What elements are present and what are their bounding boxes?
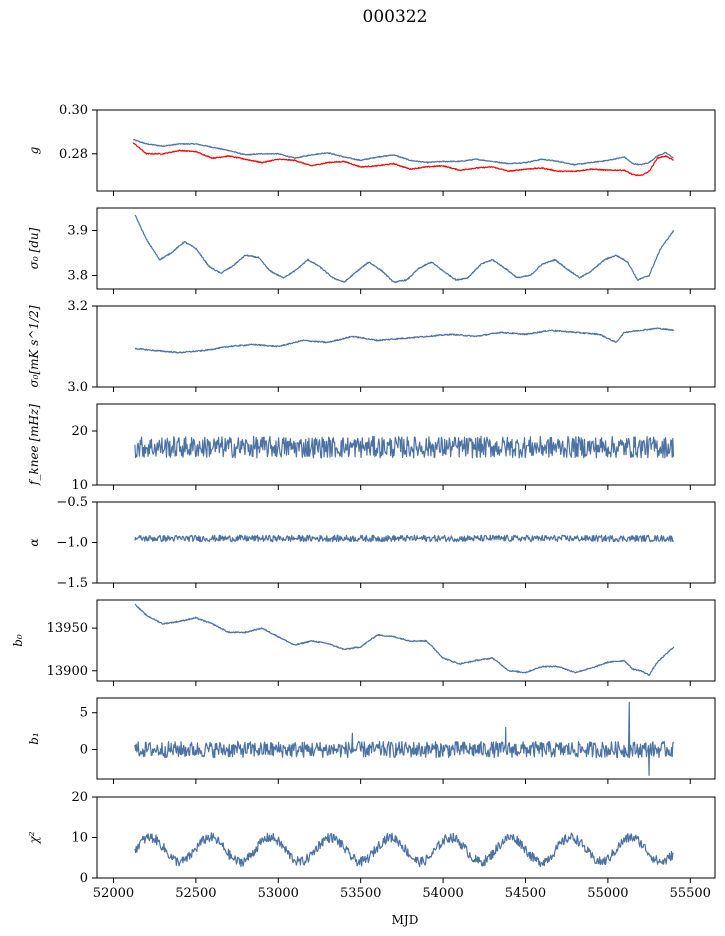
x-tick-label: 54500	[505, 886, 546, 901]
panel-7: 0 5 b₁	[27, 697, 716, 784]
y-tick-label: 10	[71, 478, 88, 493]
y-axis-label: σ₀ [du]	[27, 227, 41, 269]
panel-5: −1.5 −1.0 −0.5 α	[27, 495, 716, 591]
y-tick-label: 3.2	[67, 299, 88, 314]
y-tick-label: 10	[71, 831, 88, 846]
y-tick-label: 3.8	[67, 269, 88, 284]
y-tick-label: 0.28	[59, 147, 88, 162]
y-tick-label: 0	[80, 743, 88, 758]
x-axis-label: MJD	[392, 913, 419, 927]
series-line-1-1	[132, 138, 674, 166]
y-axis-label: b₀	[11, 634, 25, 647]
series-line-1-2	[132, 142, 674, 177]
y-tick-label: 13950	[47, 621, 88, 636]
plot-frame	[96, 403, 716, 486]
y-tick-label: 5	[80, 706, 88, 721]
series-line-3-1	[134, 327, 675, 354]
y-axis-label: σ₀[mK s^1/2]	[27, 305, 41, 387]
panels: 0.28 0.30 g 3.8 3.9 σ₀ [du] 3.0 3.2 σ₀[mK s^1/2]…	[11, 103, 716, 901]
series-line-2-1	[134, 214, 674, 284]
y-tick-label: 20	[71, 790, 88, 805]
y-tick-label: 0	[80, 871, 88, 886]
series-line-7-1	[134, 701, 675, 776]
panel-4: 10 20 f_knee [mHz]	[27, 403, 716, 493]
y-axis-label: b₁	[27, 732, 41, 745]
plot-frame	[96, 109, 716, 192]
y-axis-label: g	[27, 146, 41, 154]
panel-2: 3.8 3.9 σ₀ [du]	[27, 207, 716, 294]
y-axis-label: α	[27, 538, 41, 546]
y-tick-label: 3.0	[67, 380, 88, 395]
series-line-4-1	[134, 435, 675, 459]
panel-6: 13900 13950 b₀	[11, 599, 716, 686]
x-tick-label: 55000	[587, 886, 628, 901]
y-tick-label: 20	[71, 424, 88, 439]
panel-3: 3.0 3.2 σ₀[mK s^1/2]	[27, 299, 716, 395]
panel-1: 0.28 0.30 g	[27, 103, 716, 196]
series-line-5-1	[134, 534, 675, 543]
plot-frame	[96, 305, 716, 388]
y-tick-label: 0.30	[59, 103, 88, 118]
x-tick-label: 52000	[93, 886, 134, 901]
y-tick-label: 13900	[47, 664, 88, 679]
x-tick-label: 55500	[670, 886, 711, 901]
x-tick-label: 52500	[175, 886, 216, 901]
plot-frame	[96, 697, 716, 780]
plot-frame	[96, 501, 716, 584]
y-axis-label: χ²	[27, 831, 41, 844]
y-tick-label: −1.5	[56, 576, 88, 591]
plot-frame	[96, 207, 716, 290]
x-tick-label: 53000	[258, 886, 299, 901]
y-axis-label: f_knee [mHz]	[27, 404, 41, 486]
series-line-6-1	[134, 603, 675, 677]
y-tick-label: −1.0	[56, 536, 88, 551]
series-line-8-1	[134, 832, 674, 868]
plot-frame	[96, 599, 716, 682]
y-tick-label: −0.5	[56, 495, 88, 510]
x-tick-label: 54000	[422, 886, 463, 901]
x-tick-label: 53500	[340, 886, 381, 901]
panel-8: 0 10 20 52000 52500 53000 53500 54000 54500 55000…	[27, 790, 716, 901]
y-tick-label: 3.9	[67, 224, 88, 239]
plot-frame	[96, 796, 716, 879]
chart-title: 000322	[363, 7, 428, 27]
